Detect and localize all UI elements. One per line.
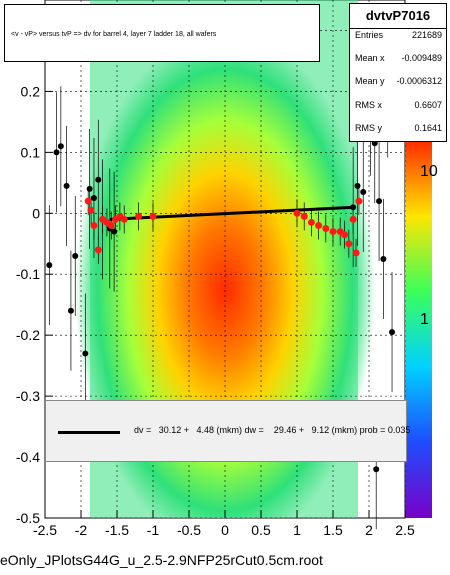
profile-point-black: [53, 149, 60, 156]
profile-point-black: [63, 182, 70, 189]
y-tick-label: -0.3: [16, 388, 40, 404]
stats-row: RMS x 0.6607: [350, 100, 446, 116]
stats-row: Mean x -0.009489: [350, 53, 446, 69]
fit-legend-line: [58, 431, 120, 434]
y-tick-label: -0.4: [16, 449, 40, 465]
z-tick-label: 1: [420, 311, 429, 328]
y-tick-label: -0.5: [16, 510, 40, 526]
stats-value: -0.0006312: [396, 76, 442, 86]
x-tick-label: -0.5: [177, 522, 201, 538]
profile-point-black: [86, 185, 93, 192]
color-scale-bar: [405, 140, 432, 518]
profile-point-red: [107, 221, 115, 229]
profile-point-black: [373, 466, 380, 473]
profile-point-red: [300, 212, 308, 220]
profile-point-black: [360, 188, 367, 195]
stats-row: RMS y 0.1641: [350, 123, 446, 139]
profile-point-black: [389, 329, 396, 336]
profile-point-red: [322, 225, 330, 233]
stats-key: RMS y: [355, 123, 382, 133]
profile-point-red: [352, 249, 360, 257]
stats-value: 0.6607: [414, 100, 442, 110]
y-tick-label: -0.2: [16, 327, 40, 343]
profile-point-red: [87, 206, 95, 214]
profile-point-red: [90, 221, 98, 229]
stats-name: dvtvP7016: [350, 4, 446, 29]
profile-point-red: [120, 215, 128, 223]
title-box: <v - vP> versus tvP => dv for barrel 4, …: [4, 4, 320, 62]
x-tick-label: 0.5: [251, 522, 271, 538]
profile-point-red: [329, 228, 337, 236]
profile-point-black: [46, 262, 53, 269]
profile-point-black: [354, 182, 361, 189]
profile-point-black: [95, 176, 102, 183]
y-tick-label: 0.2: [21, 83, 41, 99]
stats-key: Entries: [355, 30, 384, 40]
stats-key: Mean y: [355, 76, 385, 86]
y-tick-label: 0: [32, 205, 40, 221]
profile-point-red: [349, 215, 357, 223]
stats-value: -0.009489: [401, 53, 442, 63]
profile-point-red: [355, 197, 363, 205]
x-tick-label: 1.5: [323, 522, 343, 538]
x-tick-label: 0: [221, 522, 229, 538]
profile-point-black: [67, 307, 74, 314]
profile-point-red: [135, 212, 143, 220]
chart-title: <v - vP> versus tvP => dv for barrel 4, …: [11, 31, 217, 38]
profile-point-red: [341, 231, 349, 239]
profile-point-black: [82, 350, 89, 357]
x-tick-label: 2: [365, 522, 373, 538]
profile-point-red: [315, 221, 323, 229]
y-tick-label: 0.1: [21, 144, 41, 160]
stats-value: 221689: [411, 30, 442, 40]
x-tick-label: -1: [147, 522, 160, 538]
x-tick-label: -2: [75, 522, 88, 538]
fit-legend-box: dv = 30.12 + 4.48 (mkm) dw = 29.46 + 9.1…: [45, 400, 411, 462]
profile-point-red: [293, 209, 301, 217]
x-axis-ticks: -2.5 -2 -1.5 -1 -0.5 0 0.5 1 1.5 2 2.5: [33, 510, 415, 538]
z-tick-label: 10: [420, 163, 438, 180]
profile-point-black: [57, 143, 64, 150]
profile-point-black: [72, 252, 79, 259]
profile-point-black: [376, 198, 383, 205]
stats-value: 0.1641: [414, 123, 442, 133]
profile-point-red: [84, 197, 92, 205]
profile-point-red: [345, 240, 353, 248]
profile-point-black: [350, 204, 357, 211]
stats-box: dvtvP7016 Entries 221689 Mean x -0.009489 …: [349, 3, 447, 142]
stats-row: Mean y -0.0006312: [350, 76, 446, 92]
profile-point-black: [111, 228, 118, 235]
z-axis-ticks: 1 10: [420, 163, 438, 328]
footer-filename: eOnly_JPlotsG44G_u_2.5-2.9NFP25rCut0.5cm…: [0, 552, 323, 568]
profile-points: [46, 94, 396, 473]
profile-point-black: [90, 195, 97, 202]
profile-point-red: [307, 218, 315, 226]
profile-point-red: [149, 212, 157, 220]
stats-key: Mean x: [355, 53, 385, 63]
profile-point-black: [380, 256, 387, 262]
profile-point-red: [94, 246, 102, 254]
x-tick-label: -1.5: [105, 522, 129, 538]
stats-row: Entries 221689: [350, 30, 446, 46]
x-tick-label: -2.5: [33, 522, 57, 538]
stats-key: RMS x: [355, 100, 382, 110]
x-tick-label: 2.5: [395, 522, 415, 538]
fit-legend-text: dv = 30.12 + 4.48 (mkm) dw = 29.46 + 9.1…: [134, 425, 411, 435]
y-tick-label: -0.1: [16, 266, 40, 282]
x-tick-label: 1: [293, 522, 301, 538]
